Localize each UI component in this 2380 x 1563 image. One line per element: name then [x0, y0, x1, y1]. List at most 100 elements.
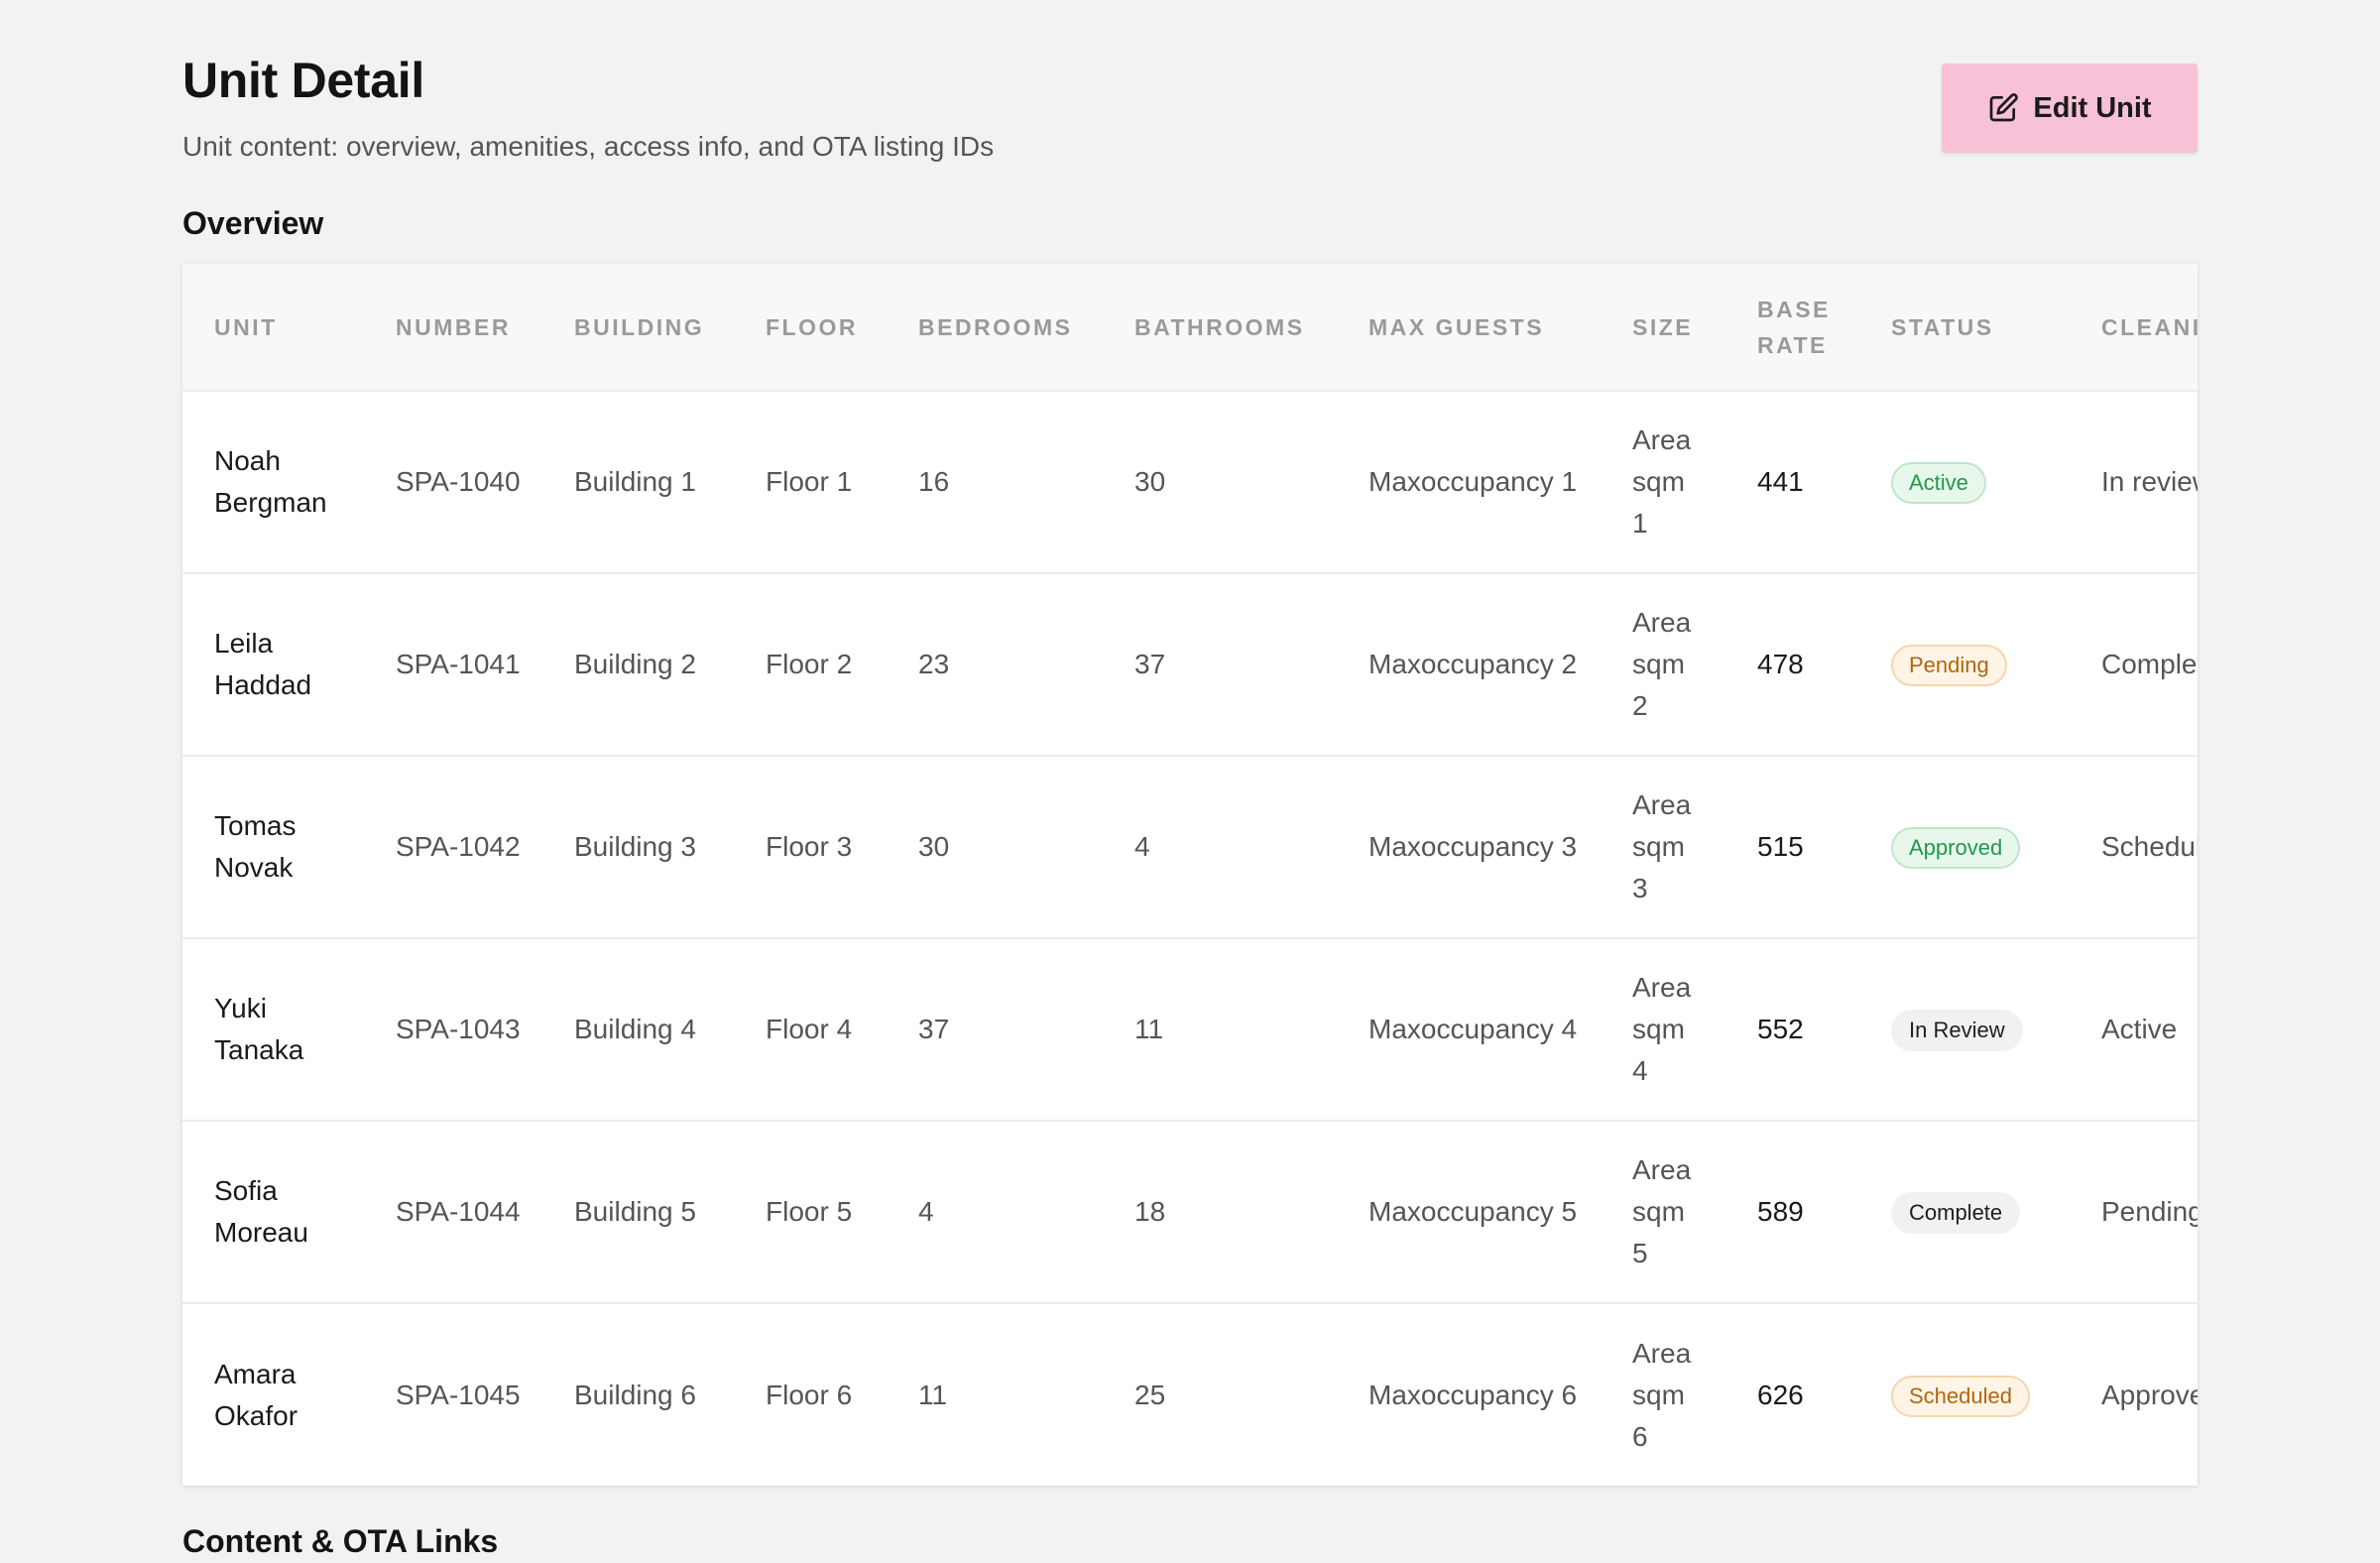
- base-rate-cell: 515: [1757, 831, 1804, 862]
- status-badge: In Review: [1891, 1010, 2023, 1051]
- unit-detail-page: Unit Detail Unit content: overview, amen…: [182, 0, 2198, 1559]
- table-row[interactable]: Sofia Moreau SPA-1044 Building 5 Floor 5 4 18…: [182, 1121, 2198, 1303]
- table-row[interactable]: Yuki Tanaka SPA-1043 Building 4 Floor 4 37 11…: [182, 938, 2198, 1121]
- floor-cell: Floor 6: [766, 1379, 853, 1410]
- number-cell: SPA-1044: [396, 1196, 521, 1227]
- floor-cell: Floor 5: [766, 1196, 853, 1227]
- base-rate-cell: 589: [1757, 1196, 1804, 1227]
- floor-cell: Floor 3: [766, 831, 853, 862]
- building-cell: Building 3: [574, 831, 696, 862]
- max-guests-cell: Maxoccupancy 2: [1368, 649, 1578, 679]
- base-rate-cell: 552: [1757, 1014, 1804, 1044]
- bathrooms-cell: 37: [1134, 649, 1166, 679]
- column-header-cleaning[interactable]: CLEANING: [2101, 313, 2198, 340]
- status-cell: Active: [1859, 391, 2070, 573]
- bathrooms-cell: 30: [1134, 466, 1166, 497]
- column-header-status[interactable]: STATUS: [1891, 313, 1994, 340]
- overview-section-title: Overview: [182, 205, 324, 241]
- floor-cell: Floor 4: [766, 1014, 853, 1044]
- number-cell: SPA-1043: [396, 1014, 521, 1044]
- number-cell: SPA-1040: [396, 466, 521, 497]
- status-cell: Approved: [1859, 756, 2070, 938]
- building-cell: Building 4: [574, 1014, 696, 1044]
- edit-unit-label: Edit Unit: [2033, 91, 2152, 124]
- column-header-base-rate[interactable]: BASE RATE: [1757, 296, 1831, 358]
- status-cell: Scheduled: [1859, 1303, 2070, 1486]
- building-cell: Building 6: [574, 1379, 696, 1410]
- unit-cell: Yuki Tanaka: [214, 993, 304, 1065]
- unit-cell: Tomas Novak: [214, 810, 297, 883]
- column-header-unit[interactable]: UNIT: [214, 313, 278, 340]
- table-header-row: UNIT NUMBER BUILDING FLOOR BEDROOMS BATH…: [182, 264, 2198, 391]
- unit-cell: Amara Okafor: [214, 1358, 298, 1431]
- unit-cell: Leila Haddad: [214, 628, 312, 700]
- column-header-building[interactable]: BUILDING: [574, 313, 705, 340]
- pencil-square-icon: [1987, 92, 2019, 124]
- cleaning-cell: Active: [2101, 1014, 2178, 1044]
- cleaning-cell: Scheduled: [2101, 831, 2198, 862]
- status-badge: Complete: [1891, 1192, 2021, 1234]
- bedrooms-cell: 11: [918, 1379, 948, 1410]
- table-row[interactable]: Noah Bergman SPA-1040 Building 1 Floor 1 16 3…: [182, 391, 2198, 573]
- size-cell: Area sqm 2: [1632, 607, 1692, 721]
- base-rate-cell: 626: [1757, 1379, 1804, 1410]
- floor-cell: Floor 2: [766, 649, 853, 679]
- building-cell: Building 2: [574, 649, 696, 679]
- cleaning-cell: In review: [2101, 466, 2198, 497]
- column-header-bedrooms[interactable]: BEDROOMS: [918, 313, 1073, 340]
- column-header-size[interactable]: SIZE: [1632, 313, 1694, 340]
- status-cell: In Review: [1859, 938, 2070, 1121]
- number-cell: SPA-1042: [396, 831, 521, 862]
- max-guests-cell: Maxoccupancy 5: [1368, 1196, 1578, 1227]
- column-header-floor[interactable]: FLOOR: [766, 313, 858, 340]
- max-guests-cell: Maxoccupancy 6: [1368, 1379, 1578, 1410]
- status-badge: Scheduled: [1891, 1375, 2030, 1417]
- table-row[interactable]: Tomas Novak SPA-1042 Building 3 Floor 3 30 4 M…: [182, 756, 2198, 938]
- size-cell: Area sqm 3: [1632, 789, 1692, 903]
- bathrooms-cell: 18: [1134, 1196, 1166, 1227]
- cleaning-cell: Pending: [2101, 1196, 2198, 1227]
- page-title: Unit Detail: [182, 53, 424, 108]
- column-header-number[interactable]: NUMBER: [396, 313, 511, 340]
- bathrooms-cell: 4: [1134, 831, 1150, 862]
- overview-table-card: UNIT NUMBER BUILDING FLOOR BEDROOMS BATH…: [182, 264, 2198, 1486]
- edit-unit-button[interactable]: Edit Unit: [1942, 63, 2198, 153]
- floor-cell: Floor 1: [766, 466, 853, 497]
- size-cell: Area sqm 4: [1632, 972, 1692, 1086]
- column-header-max-guests[interactable]: MAX GUESTS: [1368, 313, 1545, 340]
- column-header-bathrooms[interactable]: BATHROOMS: [1134, 313, 1305, 340]
- table-row[interactable]: Amara Okafor SPA-1045 Building 6 Floor 6 11 2…: [182, 1303, 2198, 1486]
- unit-cell: Sofia Moreau: [214, 1175, 308, 1248]
- unit-cell: Noah Bergman: [214, 445, 327, 518]
- cleaning-cell: Approved: [2101, 1379, 2198, 1410]
- bedrooms-cell: 4: [918, 1196, 934, 1227]
- base-rate-cell: 441: [1757, 466, 1804, 497]
- bedrooms-cell: 23: [918, 649, 950, 679]
- page-subtitle: Unit content: overview, amenities, acces…: [182, 131, 995, 162]
- cleaning-cell: Complete: [2101, 649, 2198, 679]
- status-badge: Pending: [1891, 645, 2007, 686]
- building-cell: Building 5: [574, 1196, 696, 1227]
- bedrooms-cell: 16: [918, 466, 950, 497]
- page-header: Unit Detail Unit content: overview, amen…: [182, 0, 2198, 188]
- overview-table: UNIT NUMBER BUILDING FLOOR BEDROOMS BATH…: [182, 264, 2198, 1486]
- bedrooms-cell: 30: [918, 831, 950, 862]
- table-row[interactable]: Leila Haddad SPA-1041 Building 2 Floor 2 23 3…: [182, 573, 2198, 756]
- max-guests-cell: Maxoccupancy 4: [1368, 1014, 1578, 1044]
- bedrooms-cell: 37: [918, 1014, 950, 1044]
- status-badge: Active: [1891, 462, 1986, 504]
- bathrooms-cell: 11: [1134, 1014, 1164, 1044]
- number-cell: SPA-1041: [396, 649, 521, 679]
- status-badge: Approved: [1891, 827, 2021, 869]
- content-ota-section-title: Content & OTA Links: [182, 1523, 499, 1559]
- max-guests-cell: Maxoccupancy 3: [1368, 831, 1578, 862]
- size-cell: Area sqm 1: [1632, 424, 1692, 539]
- max-guests-cell: Maxoccupancy 1: [1368, 466, 1578, 497]
- status-cell: Complete: [1859, 1121, 2070, 1303]
- number-cell: SPA-1045: [396, 1379, 521, 1410]
- size-cell: Area sqm 6: [1632, 1337, 1692, 1452]
- status-cell: Pending: [1859, 573, 2070, 756]
- base-rate-cell: 478: [1757, 649, 1804, 679]
- building-cell: Building 1: [574, 466, 696, 497]
- bathrooms-cell: 25: [1134, 1379, 1166, 1410]
